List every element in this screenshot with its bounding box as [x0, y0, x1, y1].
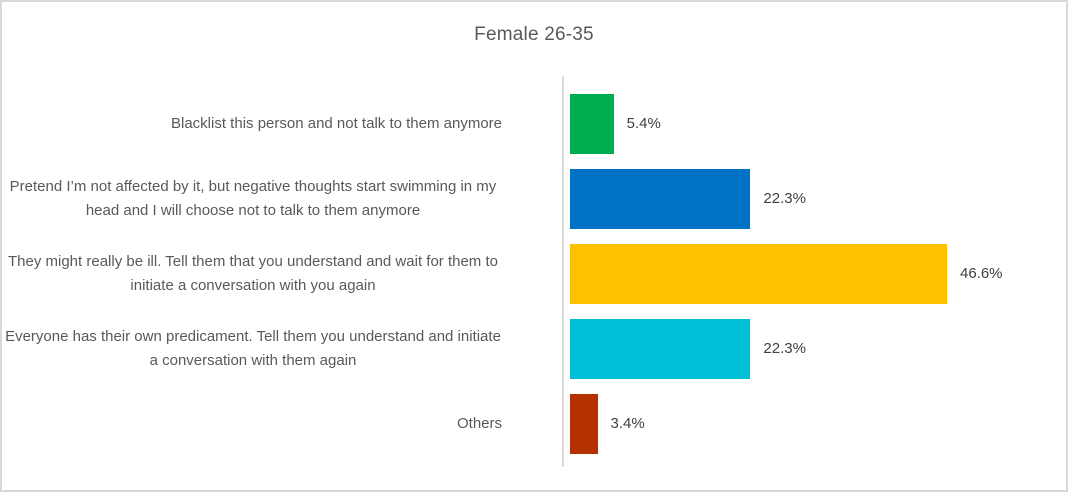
category-label: They might really be ill. Tell them that…	[8, 253, 498, 294]
bar-row: Blacklist this person and not talk to th…	[2, 86, 1066, 161]
category-label: Others	[456, 414, 502, 432]
bar	[570, 93, 614, 154]
bar-row: Pretend I’m not affected by it, but nega…	[2, 161, 1066, 236]
bar	[570, 393, 598, 454]
category-label: Pretend I’m not affected by it, but nega…	[9, 178, 497, 219]
category-label: Blacklist this person and not talk to th…	[171, 114, 502, 132]
category-axis-line	[562, 76, 564, 467]
category-label: Everyone has their own predicament. Tell…	[5, 328, 501, 369]
chart-title: Female 26-35	[474, 24, 594, 45]
value-label: 5.4%	[626, 115, 661, 132]
bar-row: Everyone has their own predicament. Tell…	[2, 311, 1066, 386]
bar	[570, 318, 751, 379]
bar	[570, 168, 751, 229]
value-label: 3.4%	[610, 415, 645, 432]
plot-area: Blacklist this person and not talk to th…	[2, 76, 1066, 467]
value-label: 22.3%	[763, 340, 806, 357]
bar-row: They might really be ill. Tell them that…	[2, 236, 1066, 311]
value-label: 22.3%	[763, 190, 806, 207]
bar-row: Others 3.4%	[2, 386, 1066, 461]
value-label: 46.6%	[959, 265, 1003, 282]
bar	[570, 243, 947, 304]
